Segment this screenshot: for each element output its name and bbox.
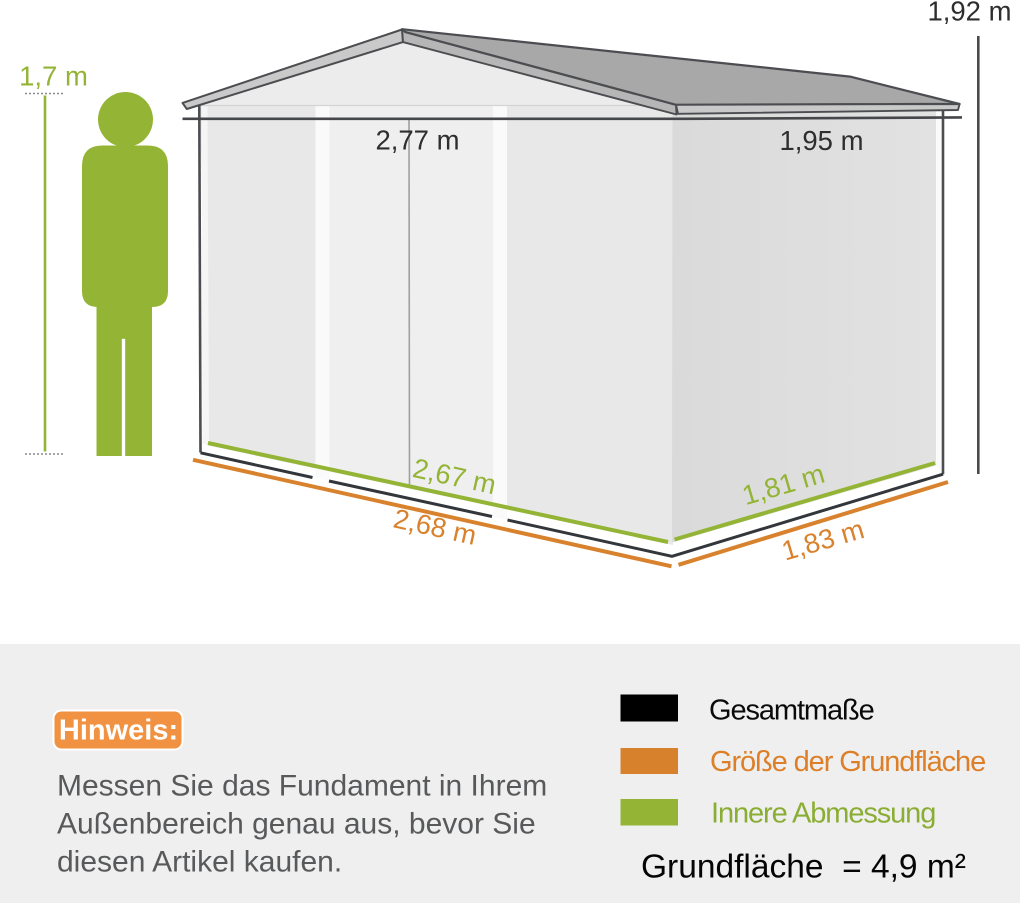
svg-text:Innere Abmessung: Innere Abmessung	[711, 798, 935, 830]
svg-text:1,7 m: 1,7 m	[19, 61, 88, 92]
svg-text:diesen Artikel kaufen.: diesen Artikel kaufen.	[57, 846, 342, 879]
svg-text:Messen Sie das Fundament in Ih: Messen Sie das Fundament in Ihrem	[57, 770, 547, 803]
svg-text:Gesamtmaße: Gesamtmaße	[709, 695, 874, 727]
svg-text:Außenbereich genau aus, bevor: Außenbereich genau aus, bevor Sie	[57, 808, 536, 841]
svg-text:Hinweis:: Hinweis:	[59, 715, 178, 747]
svg-text:1,92 m: 1,92 m	[927, 0, 1011, 27]
svg-text:Größe der Grundfläche: Größe der Grundfläche	[710, 746, 985, 778]
svg-text:1,95 m: 1,95 m	[779, 125, 863, 156]
svg-text:2,77 m: 2,77 m	[375, 125, 459, 156]
svg-text:Grundfläche = 4,9 m²: Grundfläche = 4,9 m²	[641, 849, 966, 886]
